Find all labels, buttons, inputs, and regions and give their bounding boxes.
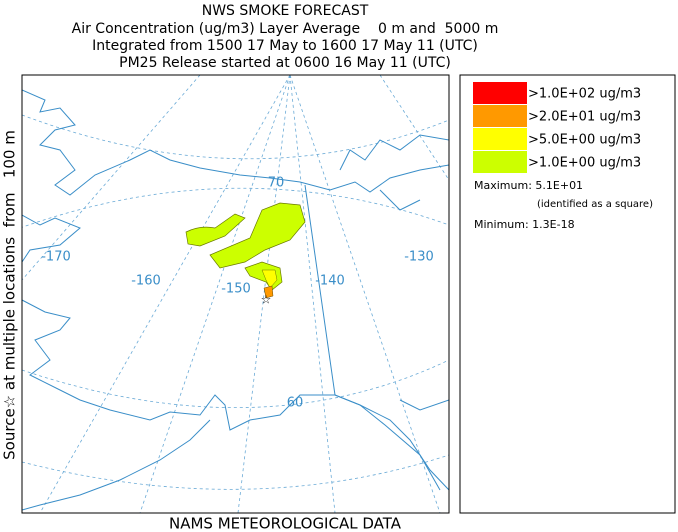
subtitle: Air Concentration (ug/m3) Layer Average …	[72, 21, 499, 37]
legend-label: >1.0E+00 ug/m3	[528, 156, 641, 171]
legend-swatch	[473, 151, 527, 173]
smoke-plume	[185, 202, 306, 299]
subtitle: Integrated from 1500 17 May to 1600 17 M…	[92, 38, 478, 54]
map-label: -170	[41, 250, 71, 265]
map-frame	[21, 74, 450, 514]
legend-swatch	[473, 128, 527, 150]
graticule	[22, 75, 449, 513]
graticule	[22, 114, 449, 409]
legend: >1.0E+02 ug/m3 >2.0E+01 ug/m3 >5.0E+00 ug/…	[473, 82, 653, 231]
legend-minimum: Minimum: 1.3E-18	[474, 218, 575, 231]
graticule	[22, 187, 449, 490]
map-labels: -170 -160 -150 -140 -130 70 60	[41, 176, 434, 411]
map-label: -140	[315, 274, 345, 289]
map-label: -150	[221, 282, 251, 297]
coastline	[22, 89, 449, 196]
legend-swatch	[473, 105, 527, 127]
subtitle: PM25 Release started at 0600 16 May 11 (…	[119, 55, 451, 71]
legend-swatch	[473, 82, 527, 104]
side-label: Source☆ at multiple locations from 100 m	[1, 130, 19, 460]
footer: NAMS METEOROLOGICAL DATA	[169, 515, 402, 532]
map: ☆	[21, 74, 450, 514]
legend-note: (identified as a square)	[537, 199, 653, 210]
map-label: -160	[131, 274, 161, 289]
coastline	[22, 419, 211, 511]
map-label: -130	[404, 250, 434, 265]
legend-maximum: Maximum: 5.1E+01	[474, 179, 583, 192]
map-label: 70	[268, 176, 285, 191]
coastline	[339, 134, 449, 411]
legend-label: >2.0E+01 ug/m3	[528, 110, 641, 125]
legend-label: >5.0E+00 ug/m3	[528, 133, 641, 148]
source-marker: ☆	[261, 293, 272, 307]
legend-frame	[459, 74, 676, 514]
map-label: 60	[287, 396, 304, 411]
legend-label: >1.0E+02 ug/m3	[528, 87, 641, 102]
border	[304, 184, 441, 491]
title: NWS SMOKE FORECAST	[202, 3, 369, 19]
